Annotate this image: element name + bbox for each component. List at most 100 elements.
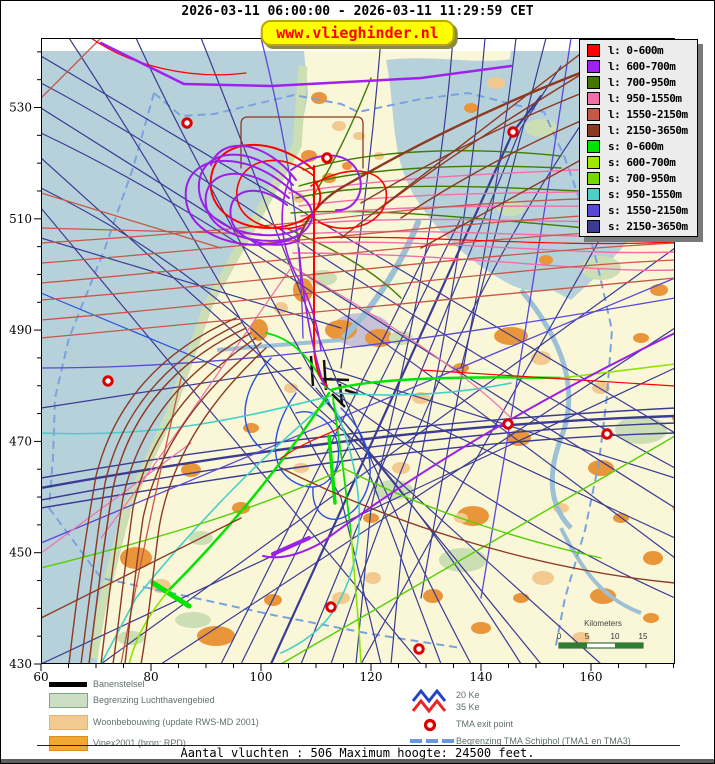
tma-exit-point-marker [325, 601, 337, 613]
built-up-patch [487, 77, 505, 89]
y-axis-label: 490 [9, 323, 32, 337]
built-up-patch [539, 255, 553, 265]
altitude-legend-item: s: 1550-2150m [580, 202, 697, 218]
tma-boundary-line [48, 507, 462, 649]
flight-track [310, 170, 388, 230]
built-up-patch [120, 547, 152, 569]
bottom-window-bar [1, 759, 714, 763]
tma-exit-point-icon [423, 718, 437, 732]
status-line: Aantal vluchten : 506 Maximum hoogte: 24… [180, 746, 535, 760]
altitude-legend-item: l: 0-600m [580, 42, 697, 58]
flight-track [41, 209, 675, 264]
built-up-patch [353, 132, 365, 140]
flight-track-map: Kilometers 0 5 10 15 [41, 38, 675, 664]
waterway [559, 527, 642, 615]
waterway [340, 218, 422, 341]
dune-strip [88, 65, 308, 659]
flight-track [41, 259, 675, 321]
tma-exit-point-marker [321, 152, 333, 164]
separator-line [37, 745, 680, 746]
flight-track [240, 116, 364, 169]
y-axis-label: 450 [9, 546, 32, 560]
flight-track [340, 38, 382, 369]
green-area-patch [175, 612, 211, 628]
flight-track [197, 153, 302, 237]
flight-track [320, 382, 675, 599]
altitude-legend-item: l: 600-700m [580, 58, 697, 74]
flight-track [99, 41, 513, 88]
altitude-legend-item: l: 700-950m [580, 74, 697, 90]
flight-track [41, 469, 342, 569]
altitude-swatch [587, 187, 600, 201]
flight-track [313, 165, 328, 387]
flight-track [167, 391, 331, 592]
flight-track [41, 442, 192, 554]
ground-legend-label: Banenstelsel [93, 679, 145, 689]
flight-track [302, 150, 562, 171]
flight-track [236, 159, 315, 230]
altitude-legend-item: l: 2150-3650m [580, 122, 697, 138]
altitude-legend-item: s: 2150-3650m [580, 218, 697, 234]
flight-track [41, 242, 675, 301]
x-axis-label: 160 [580, 670, 603, 684]
flight-track [128, 589, 170, 664]
flight-track [420, 38, 517, 599]
altitude-label: l: 2150-3650m [608, 123, 688, 137]
flight-track [312, 407, 371, 520]
altitude-label: l: 1550-2150m [608, 107, 688, 121]
flight-track [41, 187, 522, 664]
y-axis-label: 430 [9, 657, 32, 671]
altitude-swatch [587, 203, 600, 217]
built-up-patch [650, 284, 668, 296]
altitude-label: s: 950-1550m [608, 187, 682, 201]
scalebar-tick-label: 10 [611, 632, 620, 641]
flight-track [41, 395, 332, 435]
flight-track [90, 38, 247, 76]
flight-track [292, 252, 675, 271]
built-up-patch [513, 593, 529, 603]
altitude-legend-item: l: 950-1550m [580, 90, 697, 106]
built-up-patch [471, 622, 491, 634]
flight-track [316, 236, 675, 245]
altitude-swatch [587, 107, 600, 121]
altitude-legend-item: s: 600-700m [580, 154, 697, 170]
altitude-swatch [587, 91, 600, 105]
ground-legend: Banenstelsel Begrenzing Luchthavengebied W… [49, 673, 379, 751]
altitude-swatch [587, 75, 600, 89]
flight-track [240, 217, 462, 664]
vlieghinder-link[interactable]: www.vlieghinder.nl [260, 20, 455, 46]
flight-track [244, 357, 272, 449]
built-up-patch [532, 571, 554, 585]
built-up-patch [293, 463, 309, 473]
flight-track [229, 189, 300, 246]
ground-legend-label: Vinex2001 (bron: RPD) [93, 738, 186, 748]
flight-track [112, 337, 257, 664]
tma-exit-point-marker [181, 117, 193, 129]
tma-boundary-icon [410, 739, 454, 743]
flight-track [260, 38, 304, 339]
x-axis-label: 60 [33, 670, 48, 684]
built-up-patch [342, 162, 352, 170]
scalebar-tick-label: 0 [557, 632, 562, 641]
scalebar-tick-label: 15 [639, 632, 648, 641]
altitude-legend: l: 0-600m l: 600-700m l: 700-950m l: 950-15… [579, 39, 698, 237]
flight-track [350, 532, 362, 664]
flight-track [41, 292, 222, 369]
page-title: 2026-03-11 06:00:00 - 2026-03-11 11:29:5… [181, 4, 534, 19]
altitude-label: l: 700-950m [608, 75, 676, 89]
flight-track [160, 327, 675, 664]
altitude-legend-item: s: 950-1550m [580, 186, 697, 202]
flight-track [80, 322, 242, 664]
flight-track [100, 332, 252, 664]
flight-track [41, 297, 675, 369]
flight-track [200, 38, 472, 664]
flight-track [271, 536, 311, 556]
built-up-patch [588, 460, 614, 476]
altitude-swatch [587, 59, 600, 73]
altitude-swatch [587, 43, 600, 57]
altitude-label: l: 600-700m [608, 59, 676, 73]
tma-exit-point-marker [507, 126, 519, 138]
flight-track [140, 347, 267, 664]
y-axis-label: 510 [9, 212, 32, 226]
scalebar: Kilometers 0 5 10 15 [557, 619, 648, 649]
